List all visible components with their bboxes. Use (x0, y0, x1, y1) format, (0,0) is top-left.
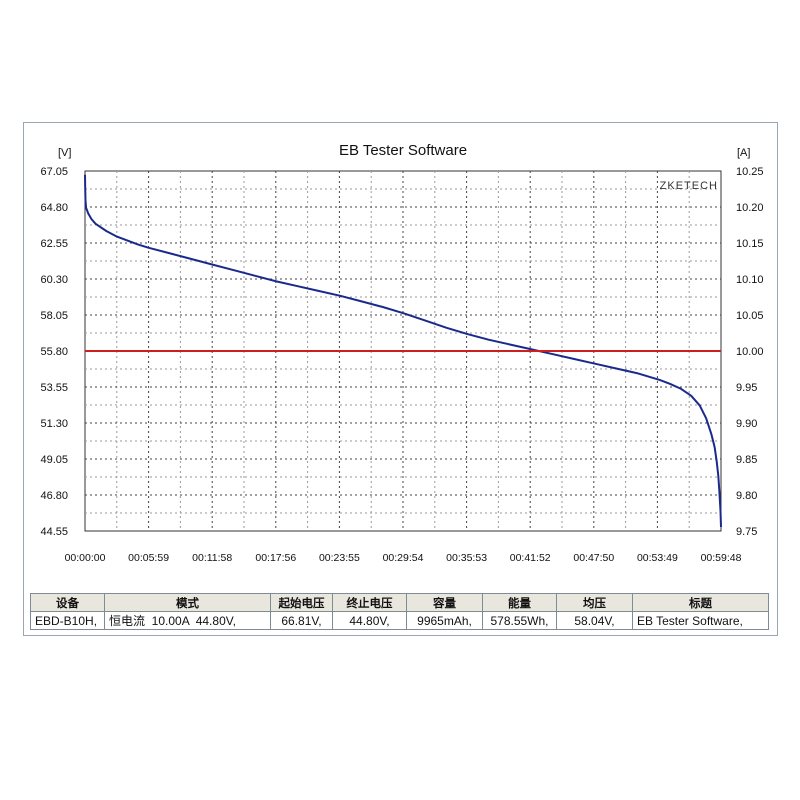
value-avg-voltage: 58.04V, (556, 611, 633, 630)
y-right-tick-label: 9.90 (736, 418, 757, 430)
chart-title: EB Tester Software (339, 142, 467, 159)
y-right-tick-label: 9.80 (736, 490, 757, 502)
y-left-tick-label: 46.80 (40, 490, 68, 502)
y-right-tick-label: 10.00 (736, 346, 764, 358)
value-end-voltage: 44.80V, (332, 611, 407, 630)
y-left-tick-label: 58.05 (40, 310, 68, 322)
y-left-tick-label: 53.55 (40, 382, 68, 394)
summary-table: 设备 模式 起始电压 终止电压 容量 能量 均压 标题 EBD-B10H, 恒电… (30, 593, 769, 630)
x-tick-label: 00:23:55 (319, 552, 360, 564)
header-mode: 模式 (104, 593, 271, 612)
y-right-tick-label: 10.20 (736, 202, 764, 214)
header-device: 设备 (30, 593, 105, 612)
y-right-unit: [A] (737, 147, 750, 159)
header-capacity: 容量 (406, 593, 483, 612)
summary-value-row: EBD-B10H, 恒电流 10.00A 44.80V, 66.81V, 44.… (30, 611, 769, 630)
value-mode: 恒电流 10.00A 44.80V, (104, 611, 271, 630)
y-right-tick-label: 9.75 (736, 526, 757, 538)
y-left-tick-label: 62.55 (40, 238, 68, 250)
y-right-tick-label: 10.05 (736, 310, 764, 322)
value-energy: 578.55Wh, (482, 611, 557, 630)
chart-panel: EB Tester Software [V] [A] ZKETECH 67.05 64.8… (23, 122, 778, 636)
brand-label: ZKETECH (660, 180, 718, 192)
value-capacity: 9965mAh, (406, 611, 483, 630)
x-tick-label: 00:53:49 (637, 552, 678, 564)
x-tick-label: 00:47:50 (573, 552, 614, 564)
y-left-tick-label: 55.80 (40, 346, 68, 358)
x-tick-label: 00:59:48 (701, 552, 742, 564)
y-left-tick-label: 64.80 (40, 202, 68, 214)
voltage-series-line (84, 174, 722, 528)
y-left-tick-label: 51.30 (40, 418, 68, 430)
y-left-tick-label: 60.30 (40, 274, 68, 286)
y-left-unit: [V] (58, 147, 71, 159)
y-right-tick-label: 9.85 (736, 454, 757, 466)
x-tick-label: 00:11:58 (192, 552, 232, 564)
header-start-voltage: 起始电压 (270, 593, 333, 612)
summary-header-row: 设备 模式 起始电压 终止电压 容量 能量 均压 标题 (30, 593, 769, 612)
header-energy: 能量 (482, 593, 557, 612)
header-avg-voltage: 均压 (556, 593, 633, 612)
x-tick-label: 00:17:56 (255, 552, 296, 564)
y-right-tick-label: 10.10 (736, 274, 764, 286)
discharge-chart: EB Tester Software [V] [A] ZKETECH 67.05 64.8… (40, 142, 764, 564)
header-end-voltage: 终止电压 (332, 593, 407, 612)
y-right-tick-label: 10.15 (736, 238, 764, 250)
y-left-tick-label: 67.05 (40, 166, 68, 178)
x-tick-label: 00:29:54 (383, 552, 424, 564)
value-device: EBD-B10H, (30, 611, 105, 630)
header-title: 标题 (632, 593, 769, 612)
value-title: EB Tester Software, (632, 611, 769, 630)
x-tick-label: 00:41:52 (510, 552, 551, 564)
x-tick-label: 00:35:53 (446, 552, 487, 564)
y-right-tick-label: 10.25 (736, 166, 764, 178)
y-left-tick-label: 44.55 (40, 526, 68, 538)
x-tick-label: 00:00:00 (65, 552, 106, 564)
x-tick-label: 00:05:59 (128, 552, 169, 564)
y-right-tick-label: 9.95 (736, 382, 757, 394)
value-start-voltage: 66.81V, (270, 611, 333, 630)
y-left-tick-label: 49.05 (40, 454, 68, 466)
